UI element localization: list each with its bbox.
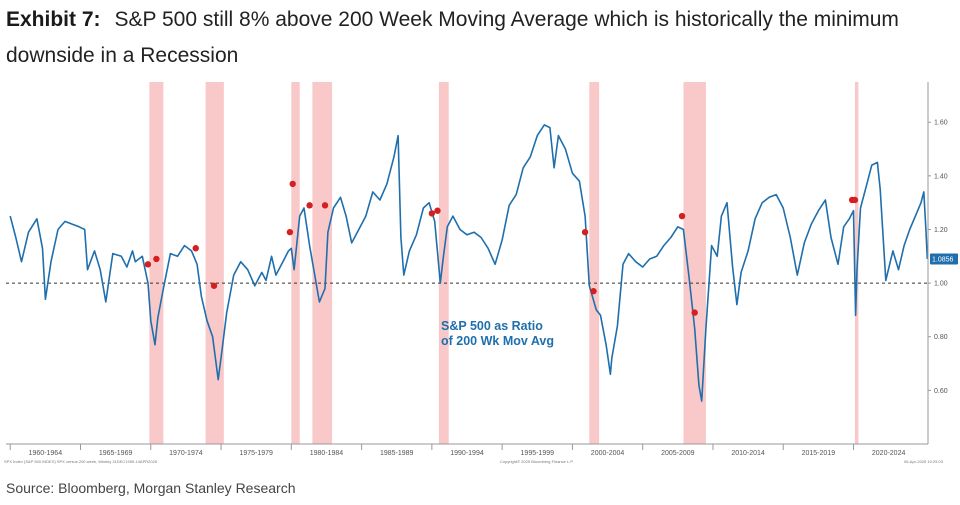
x-tick-label: 1980-1984 — [310, 450, 344, 457]
marker-3 — [210, 282, 218, 289]
title-text: S&P 500 still 8% above 200 Week Moving A… — [6, 8, 899, 67]
x-tick-label: 2015-2019 — [802, 450, 836, 457]
footnote-left: SPX Index (S&P 500 INDEX) SPX versus 200… — [4, 459, 158, 464]
y-tick-label: 1.40 — [934, 173, 948, 180]
y-tick-label: 1.20 — [934, 227, 948, 234]
x-tick-label: 1985-1989 — [380, 450, 414, 457]
last-value-label: 1.0856 — [930, 253, 958, 265]
marker-8 — [428, 210, 436, 217]
marker-6 — [306, 202, 313, 209]
annotation-line: of 200 Wk Mov Avg — [441, 334, 554, 348]
x-tick-label: 2005-2009 — [661, 450, 695, 457]
recession-band-4 — [438, 82, 449, 444]
series-annotation: S&P 500 as Ratio of 200 Wk Mov Avg — [441, 319, 554, 348]
y-tick-label: 1.00 — [934, 281, 948, 288]
annotation-line: S&P 500 as Ratio — [441, 319, 543, 333]
chart-title: Exhibit 7: S&P 500 still 8% above 200 Wee… — [6, 2, 946, 74]
footnote-center: Copyright© 2025 Bloomberg Finance L.P. — [500, 459, 574, 464]
marker-0 — [144, 261, 152, 268]
x-tick-label: 1990-1994 — [450, 450, 484, 457]
markers — [144, 180, 859, 316]
y-tick-label: 0.80 — [934, 334, 948, 341]
marker-5 — [286, 228, 294, 236]
marker-12 — [678, 212, 686, 220]
recession-bands — [149, 82, 859, 444]
line-chart: 0.60 0.80 1.00 1.20 1.40 1.60 1960-1964 1965-1… — [4, 82, 958, 464]
marker-4 — [289, 180, 296, 188]
x-tick-label: 1970-1974 — [169, 450, 203, 457]
exhibit-label: Exhibit 7: — [6, 8, 101, 31]
recession-band-0 — [149, 82, 164, 444]
svg-text:1.0856: 1.0856 — [932, 256, 954, 263]
y-tick-label: 1.60 — [934, 120, 948, 127]
ratio-series-line — [9, 124, 929, 402]
footnote-right: 06-Apr-2025 10:29:03 — [904, 459, 944, 464]
x-tick-label: 2020-2024 — [872, 450, 906, 457]
x-tick-label: 1960-1964 — [29, 450, 63, 457]
x-tick-label: 2010-2014 — [731, 450, 765, 457]
y-tick-labels: 0.60 0.80 1.00 1.20 1.40 1.60 — [928, 120, 948, 395]
marker-9 — [434, 207, 441, 214]
recession-band-5 — [589, 82, 600, 444]
marker-1 — [153, 255, 160, 263]
recession-band-6 — [683, 82, 706, 444]
x-tick-labels: 1960-1964 1965-1969 1970-1974 1975-1979 1980… — [9, 444, 906, 457]
marker-13 — [691, 309, 698, 316]
x-tick-label: 1965-1969 — [99, 450, 133, 457]
marker-11 — [590, 287, 597, 295]
source-note: Source: Bloomberg, Morgan Stanley Resear… — [6, 480, 296, 496]
recession-band-1 — [205, 82, 224, 444]
marker-15 — [851, 196, 859, 204]
x-tick-label: 1975-1979 — [239, 450, 273, 457]
marker-7 — [321, 202, 329, 209]
y-tick-label: 0.60 — [934, 388, 948, 395]
marker-2 — [192, 245, 199, 252]
marker-10 — [581, 228, 589, 236]
x-tick-label: 2000-2004 — [591, 450, 625, 457]
x-tick-label: 1995-1999 — [521, 450, 555, 457]
recession-band-3 — [312, 82, 333, 444]
